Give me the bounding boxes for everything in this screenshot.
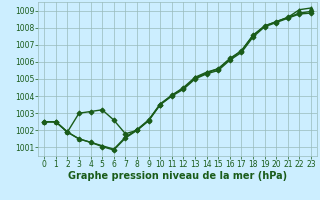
X-axis label: Graphe pression niveau de la mer (hPa): Graphe pression niveau de la mer (hPa): [68, 171, 287, 181]
